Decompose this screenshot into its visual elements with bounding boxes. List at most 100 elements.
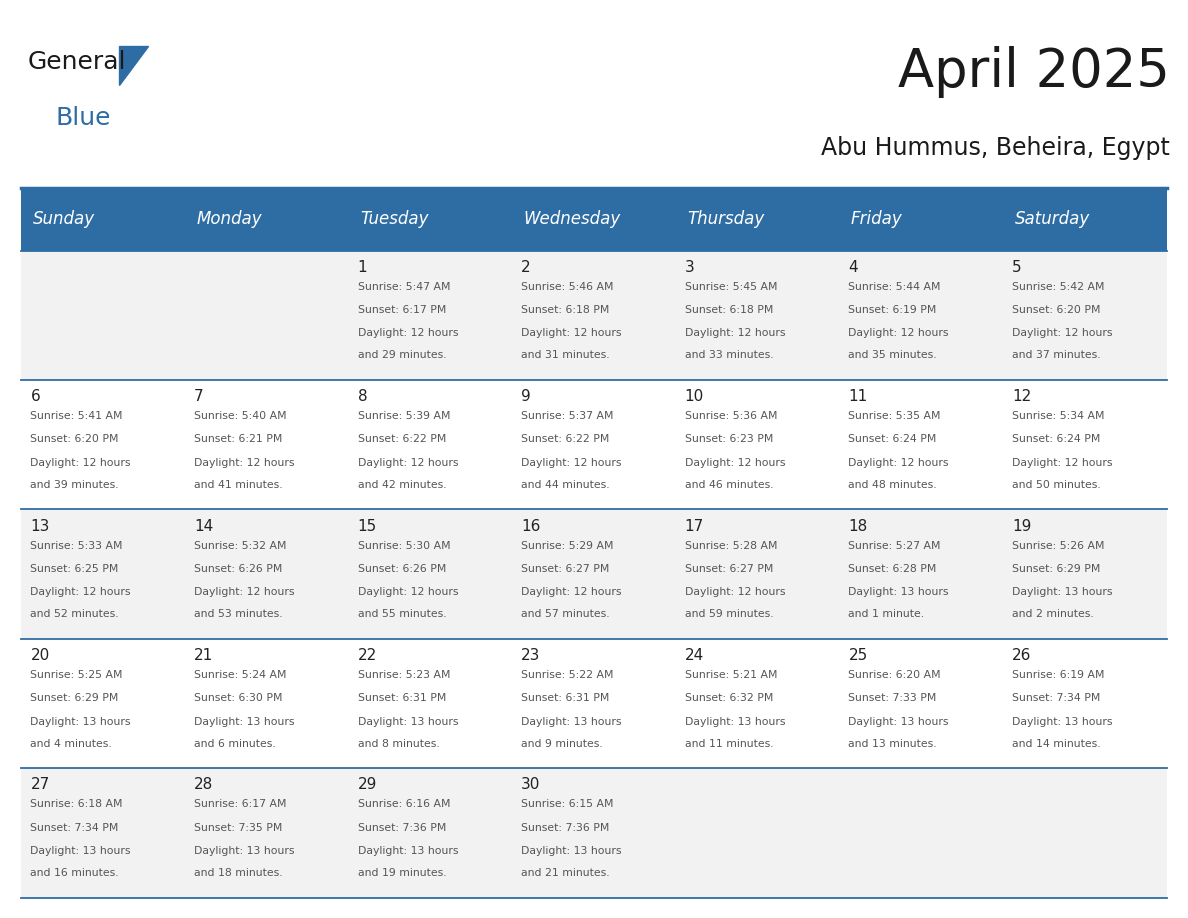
Text: Sunrise: 5:47 AM: Sunrise: 5:47 AM	[358, 282, 450, 292]
Text: Daylight: 13 hours: Daylight: 13 hours	[848, 588, 949, 597]
Text: Blue: Blue	[56, 106, 110, 130]
Text: and 4 minutes.: and 4 minutes.	[31, 739, 112, 748]
Text: Daylight: 12 hours: Daylight: 12 hours	[684, 588, 785, 597]
Text: and 18 minutes.: and 18 minutes.	[194, 868, 283, 878]
Text: and 33 minutes.: and 33 minutes.	[684, 351, 773, 360]
Text: Sunrise: 5:29 AM: Sunrise: 5:29 AM	[522, 541, 614, 551]
Text: 23: 23	[522, 648, 541, 663]
Text: Sunrise: 5:26 AM: Sunrise: 5:26 AM	[1012, 541, 1105, 551]
Text: Sunset: 6:26 PM: Sunset: 6:26 PM	[194, 564, 283, 574]
Text: 1: 1	[358, 260, 367, 274]
Text: Sunset: 6:20 PM: Sunset: 6:20 PM	[1012, 305, 1100, 315]
Text: Sunrise: 6:20 AM: Sunrise: 6:20 AM	[848, 670, 941, 680]
Text: and 59 minutes.: and 59 minutes.	[684, 610, 773, 619]
Text: and 29 minutes.: and 29 minutes.	[358, 351, 447, 360]
Text: 30: 30	[522, 778, 541, 792]
Text: and 14 minutes.: and 14 minutes.	[1012, 739, 1100, 748]
Text: Daylight: 12 hours: Daylight: 12 hours	[522, 588, 621, 597]
Text: Sunrise: 5:42 AM: Sunrise: 5:42 AM	[1012, 282, 1105, 292]
Text: 6: 6	[31, 389, 40, 404]
Text: Daylight: 12 hours: Daylight: 12 hours	[684, 458, 785, 467]
Text: Sunrise: 5:27 AM: Sunrise: 5:27 AM	[848, 541, 941, 551]
Text: Abu Hummus, Beheira, Egypt: Abu Hummus, Beheira, Egypt	[821, 136, 1170, 161]
Text: and 9 minutes.: and 9 minutes.	[522, 739, 604, 748]
Text: Tuesday: Tuesday	[360, 210, 429, 229]
Text: 3: 3	[684, 260, 695, 274]
Text: and 1 minute.: and 1 minute.	[848, 610, 924, 619]
Text: and 31 minutes.: and 31 minutes.	[522, 351, 609, 360]
Polygon shape	[119, 46, 148, 85]
Text: 28: 28	[194, 778, 213, 792]
Text: Sunset: 6:31 PM: Sunset: 6:31 PM	[358, 693, 446, 703]
Text: Sunrise: 5:28 AM: Sunrise: 5:28 AM	[684, 541, 777, 551]
Text: Sunset: 6:19 PM: Sunset: 6:19 PM	[848, 305, 937, 315]
Text: Sunrise: 5:37 AM: Sunrise: 5:37 AM	[522, 411, 614, 421]
Text: General: General	[27, 50, 126, 73]
Text: Sunrise: 5:23 AM: Sunrise: 5:23 AM	[358, 670, 450, 680]
Text: Daylight: 12 hours: Daylight: 12 hours	[1012, 458, 1112, 467]
Text: 26: 26	[1012, 648, 1031, 663]
Text: and 41 minutes.: and 41 minutes.	[194, 480, 283, 489]
Text: Daylight: 12 hours: Daylight: 12 hours	[522, 458, 621, 467]
Text: 22: 22	[358, 648, 377, 663]
Text: 12: 12	[1012, 389, 1031, 404]
Text: Daylight: 13 hours: Daylight: 13 hours	[522, 846, 621, 856]
Text: Sunset: 6:21 PM: Sunset: 6:21 PM	[194, 434, 283, 444]
Text: 19: 19	[1012, 519, 1031, 533]
Text: Monday: Monday	[196, 210, 263, 229]
Text: and 16 minutes.: and 16 minutes.	[31, 868, 119, 878]
Text: Daylight: 12 hours: Daylight: 12 hours	[358, 588, 459, 597]
Text: and 48 minutes.: and 48 minutes.	[848, 480, 937, 489]
Text: and 8 minutes.: and 8 minutes.	[358, 739, 440, 748]
Text: and 53 minutes.: and 53 minutes.	[194, 610, 283, 619]
Text: and 46 minutes.: and 46 minutes.	[684, 480, 773, 489]
Text: 15: 15	[358, 519, 377, 533]
Text: Sunset: 6:22 PM: Sunset: 6:22 PM	[358, 434, 446, 444]
Text: Sunset: 6:26 PM: Sunset: 6:26 PM	[358, 564, 446, 574]
Text: Sunrise: 5:41 AM: Sunrise: 5:41 AM	[31, 411, 122, 421]
Text: Sunrise: 6:15 AM: Sunrise: 6:15 AM	[522, 800, 614, 810]
Text: 18: 18	[848, 519, 867, 533]
Text: Daylight: 13 hours: Daylight: 13 hours	[358, 717, 459, 726]
Text: Sunset: 6:18 PM: Sunset: 6:18 PM	[522, 305, 609, 315]
Text: Daylight: 13 hours: Daylight: 13 hours	[848, 717, 949, 726]
Text: Sunset: 7:36 PM: Sunset: 7:36 PM	[358, 823, 446, 833]
Text: 11: 11	[848, 389, 867, 404]
Text: Sunset: 7:35 PM: Sunset: 7:35 PM	[194, 823, 283, 833]
Text: Sunset: 6:23 PM: Sunset: 6:23 PM	[684, 434, 773, 444]
Text: Daylight: 12 hours: Daylight: 12 hours	[31, 588, 131, 597]
Text: Sunrise: 5:25 AM: Sunrise: 5:25 AM	[31, 670, 122, 680]
Text: Daylight: 12 hours: Daylight: 12 hours	[31, 458, 131, 467]
Text: Daylight: 12 hours: Daylight: 12 hours	[194, 458, 295, 467]
Text: Sunset: 6:31 PM: Sunset: 6:31 PM	[522, 693, 609, 703]
Text: 27: 27	[31, 778, 50, 792]
Text: Sunset: 6:29 PM: Sunset: 6:29 PM	[1012, 564, 1100, 574]
Text: Sunset: 7:34 PM: Sunset: 7:34 PM	[31, 823, 119, 833]
Text: Sunset: 6:28 PM: Sunset: 6:28 PM	[848, 564, 937, 574]
Text: Friday: Friday	[851, 210, 903, 229]
Text: Daylight: 13 hours: Daylight: 13 hours	[1012, 588, 1112, 597]
Text: Sunrise: 5:46 AM: Sunrise: 5:46 AM	[522, 282, 614, 292]
Text: Sunrise: 5:45 AM: Sunrise: 5:45 AM	[684, 282, 777, 292]
Text: Saturday: Saturday	[1015, 210, 1089, 229]
Text: 10: 10	[684, 389, 704, 404]
Text: Sunrise: 5:36 AM: Sunrise: 5:36 AM	[684, 411, 777, 421]
Text: Sunrise: 6:18 AM: Sunrise: 6:18 AM	[31, 800, 122, 810]
Text: 2: 2	[522, 260, 531, 274]
Text: 16: 16	[522, 519, 541, 533]
Text: Sunset: 6:24 PM: Sunset: 6:24 PM	[1012, 434, 1100, 444]
Text: Sunset: 6:18 PM: Sunset: 6:18 PM	[684, 305, 773, 315]
Text: and 35 minutes.: and 35 minutes.	[848, 351, 937, 360]
Text: 14: 14	[194, 519, 213, 533]
Text: Sunrise: 5:22 AM: Sunrise: 5:22 AM	[522, 670, 614, 680]
Text: 17: 17	[684, 519, 704, 533]
Text: and 50 minutes.: and 50 minutes.	[1012, 480, 1101, 489]
Text: Sunrise: 5:44 AM: Sunrise: 5:44 AM	[848, 282, 941, 292]
Text: Sunrise: 5:24 AM: Sunrise: 5:24 AM	[194, 670, 286, 680]
Text: Daylight: 12 hours: Daylight: 12 hours	[522, 329, 621, 338]
Text: Sunrise: 5:39 AM: Sunrise: 5:39 AM	[358, 411, 450, 421]
Text: Sunset: 6:25 PM: Sunset: 6:25 PM	[31, 564, 119, 574]
Text: Daylight: 12 hours: Daylight: 12 hours	[848, 458, 949, 467]
Text: Daylight: 13 hours: Daylight: 13 hours	[684, 717, 785, 726]
Text: 13: 13	[31, 519, 50, 533]
